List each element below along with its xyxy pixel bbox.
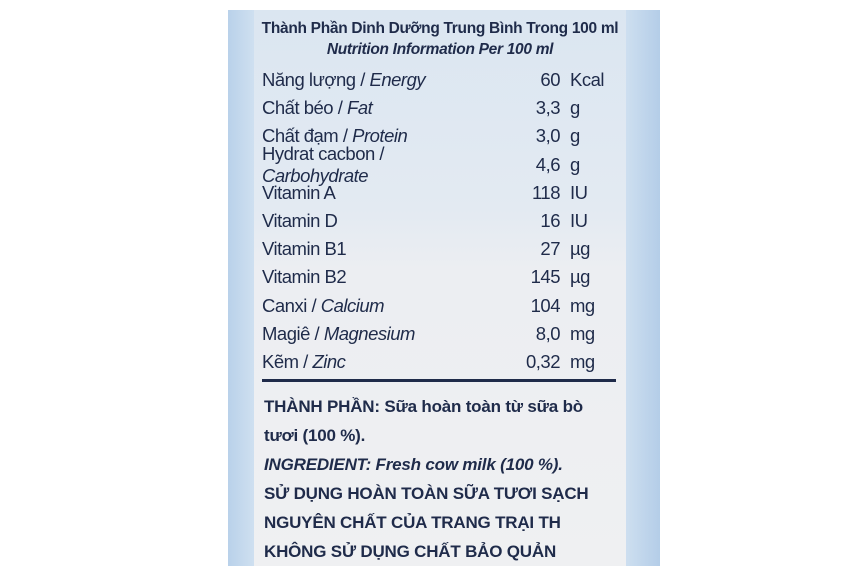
nutrient-value: 4,6	[535, 153, 561, 175]
nutrient-unit: g	[570, 97, 580, 119]
nutrient-table: Năng lượng / Energy 60 Kcal Chất béo / Fat…	[262, 66, 618, 376]
nutrient-row: Hydrat cacbon / Carbohydrate 4,6 g	[262, 143, 618, 186]
nutrient-name: Chất đạm / Protein	[262, 125, 408, 147]
nutrient-row: Vitamin D 16 IU	[262, 207, 618, 235]
nutrient-row: Vitamin B2 145 µg	[262, 263, 618, 291]
nutrient-name: Năng lượng / Energy	[262, 69, 426, 91]
nutrient-name: Vitamin B1	[262, 238, 347, 260]
nutrient-unit: g	[570, 125, 580, 147]
nutrient-row: Chất béo / Fat 3,3 g	[262, 94, 618, 122]
claim-line: SỬ DỤNG HOÀN TOÀN SỮA TƯƠI SẠCH	[264, 484, 589, 503]
nutrient-value: 8,0	[535, 322, 561, 344]
nutrient-value: 104	[530, 294, 561, 316]
nutrition-panel	[254, 10, 626, 566]
ingredients-en-line: INGREDIENT: Fresh cow milk (100 %).	[264, 455, 563, 474]
claim-line: NGUYÊN CHẤT CỦA TRANG TRẠI TH	[264, 513, 561, 532]
nutrient-value: 0,32	[525, 350, 561, 372]
nutrient-name: Vitamin B2	[262, 266, 347, 288]
nutrient-row: Magiê / Magnesium 8,0 mg	[262, 320, 618, 348]
nutrient-row: Kẽm / Zinc 0,32 mg	[262, 348, 618, 376]
nutrient-name: Chất béo / Fat	[262, 97, 373, 119]
ingredients-vi-line: THÀNH PHẦN: Sữa hoàn toàn từ sữa bò	[264, 397, 583, 416]
nutrient-unit: g	[570, 153, 580, 175]
nutrient-name: Magiê / Magnesium	[262, 322, 415, 344]
nutrient-unit: mg	[570, 294, 595, 316]
nutrient-name: Vitamin A	[262, 181, 336, 203]
nutrient-value: 118	[532, 181, 561, 203]
nutrient-row: Canxi / Calcium 104 mg	[262, 292, 618, 320]
nutrient-value: 27	[540, 238, 560, 260]
nutrient-unit: µg	[570, 238, 590, 260]
ingredients-block: THÀNH PHẦN: Sữa hoàn toàn từ sữa bò tươi…	[264, 392, 624, 566]
nutrient-row: Chất đạm / Protein 3,0 g	[262, 122, 618, 150]
nutrient-name: Hydrat cacbon / Carbohydrate	[262, 142, 385, 186]
claim-line: KHÔNG SỬ DỤNG CHẤT BẢO QUẢN	[264, 542, 557, 561]
nutrient-name: Kẽm / Zinc	[262, 350, 346, 372]
nutrient-value: 3,0	[535, 125, 561, 147]
nutrient-name: Vitamin D	[262, 210, 338, 232]
nutrient-unit: mg	[570, 350, 595, 372]
nutrient-value: 60	[540, 69, 560, 91]
nutrient-unit: µg	[570, 266, 590, 288]
nutrient-value: 16	[540, 210, 560, 232]
nutrient-row: Vitamin A 118 IU	[262, 179, 618, 207]
nutrient-unit: IU	[570, 181, 588, 203]
nutrient-value: 3,3	[535, 97, 561, 119]
heading-vietnamese: Thành Phần Dinh Dưỡng Trung Bình Trong 1…	[261, 20, 619, 37]
ingredients-vi-line: tươi (100 %).	[264, 426, 366, 445]
nutrient-row: Năng lượng / Energy 60 Kcal	[262, 66, 618, 94]
nutrient-value: 145	[530, 266, 561, 288]
nutrient-unit: Kcal	[570, 69, 605, 91]
nutrient-unit: mg	[570, 322, 595, 344]
nutrient-row: Vitamin B1 27 µg	[262, 235, 618, 263]
nutrient-unit: IU	[570, 210, 588, 232]
nutrient-name: Canxi / Calcium	[262, 294, 385, 316]
heading-english: Nutrition Information Per 100 ml	[326, 41, 554, 58]
divider	[262, 379, 616, 382]
